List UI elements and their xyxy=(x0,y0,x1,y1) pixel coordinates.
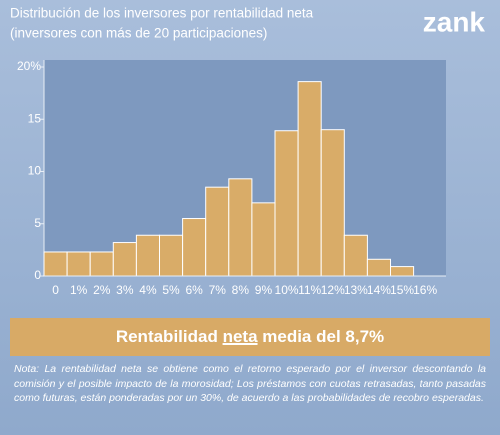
chart-title: Distribución de los inversores por renta… xyxy=(10,6,314,21)
bar xyxy=(274,130,299,277)
x-tick-label: 2% xyxy=(93,283,111,297)
x-tick-label: 6% xyxy=(185,283,203,297)
bar xyxy=(366,258,391,277)
bar xyxy=(66,251,91,277)
bar xyxy=(205,186,230,277)
bar xyxy=(112,242,137,277)
y-tick-label: 5 xyxy=(34,216,41,230)
bar xyxy=(228,178,253,277)
x-tick-label: 14% xyxy=(367,283,391,297)
bar xyxy=(182,218,207,277)
x-tick-label: 10% xyxy=(275,283,299,297)
bar xyxy=(390,266,415,277)
bar xyxy=(43,251,68,277)
x-tick-label: 13% xyxy=(344,283,368,297)
x-tick-label: 5% xyxy=(162,283,180,297)
x-tick-label: 9% xyxy=(255,283,273,297)
bar xyxy=(135,234,160,277)
x-tick-label: 4% xyxy=(139,283,157,297)
bar xyxy=(297,81,322,277)
bar xyxy=(251,202,276,277)
x-tick-label: 12% xyxy=(321,283,345,297)
y-tick-label: 20% xyxy=(17,59,41,73)
banner: Rentabilidad neta media del 8,7% xyxy=(10,318,490,356)
bar xyxy=(320,129,345,277)
banner-text: Rentabilidad xyxy=(115,327,223,346)
bar xyxy=(89,251,114,277)
banner-text: media del 8,7% xyxy=(257,327,385,346)
x-tick-label: 15% xyxy=(390,283,414,297)
y-tick-label: 0 xyxy=(34,268,41,282)
x-tick-label: 16% xyxy=(413,283,437,297)
chart-subtitle: (inversores con más de 20 participacione… xyxy=(10,26,267,41)
x-tick-label: 7% xyxy=(209,283,227,297)
bar xyxy=(343,234,368,277)
bar xyxy=(159,234,184,277)
y-tick-label: 10 xyxy=(28,164,42,178)
x-tick-label: 8% xyxy=(232,283,250,297)
banner-emphasis: neta xyxy=(222,327,258,346)
y-tick-label: 15 xyxy=(28,111,42,125)
x-tick-label: 3% xyxy=(116,283,134,297)
x-tick-label: 1% xyxy=(70,283,88,297)
x-tick-label: 0 xyxy=(52,283,59,297)
logo: zank xyxy=(423,6,486,37)
chart: Distribución de los inversores por renta… xyxy=(10,6,486,297)
x-tick-label: 11% xyxy=(298,283,321,297)
note: Nota: La rentabilidad neta se obtiene co… xyxy=(14,363,486,404)
